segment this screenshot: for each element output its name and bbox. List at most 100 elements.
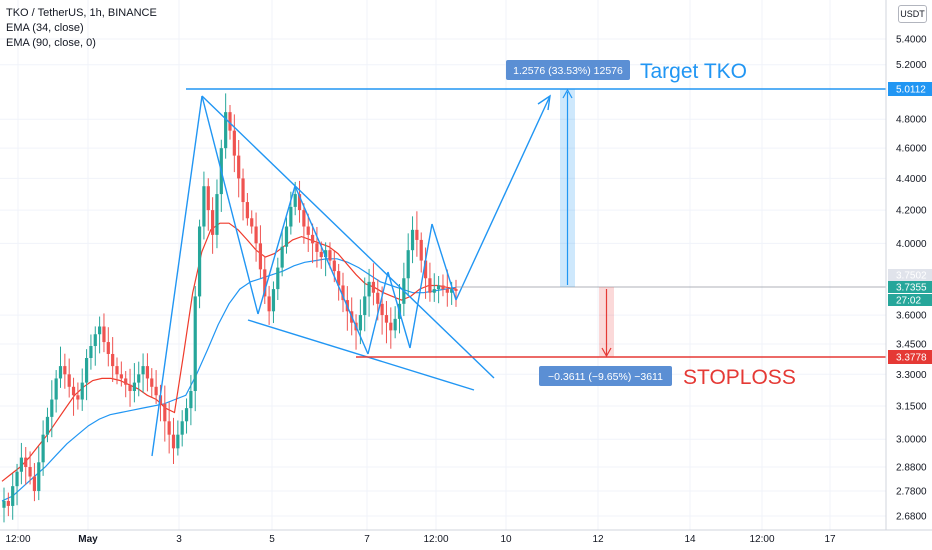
price-tick-label: 5.4000 [896, 35, 927, 46]
candle-body [76, 395, 80, 400]
symbol-title[interactable]: TKO / TetherUS, 1h, BINANCE [6, 7, 157, 19]
candle-body [341, 285, 345, 301]
ema-34-label[interactable]: EMA (34, close) [6, 22, 84, 34]
candle-body [315, 243, 319, 252]
candle-body [11, 486, 15, 506]
candle-body [32, 476, 37, 492]
trend-line[interactable] [455, 95, 551, 301]
time-axis[interactable]: 12:00 May 3 5 7 12:00 10 12 14 12:00 17 [0, 529, 932, 545]
candle-body [428, 278, 432, 293]
candle-body [58, 366, 63, 379]
candle-body [224, 112, 228, 149]
candle-body [389, 322, 393, 331]
ema-90-line-layer [1, 258, 457, 502]
price-axis[interactable]: 5.4000 5.2000 4.8000 4.6000 4.4000 4.2000 4.00… [885, 0, 932, 530]
candle-body [445, 289, 449, 293]
time-tick-label: May [78, 534, 98, 545]
stop-arrowhead [601, 347, 612, 358]
price-tick-label: 4.0000 [896, 239, 927, 250]
time-tick-label: 10 [500, 534, 512, 545]
candle-body [258, 243, 263, 270]
candle-body [41, 434, 45, 463]
candle-body [241, 178, 245, 203]
candle-body [232, 130, 236, 156]
candle-body [102, 326, 106, 343]
time-tick-label: 17 [824, 534, 836, 545]
candle-body [441, 285, 445, 290]
upper-price-tag [888, 269, 932, 281]
candle-body [393, 318, 397, 331]
candle-body [367, 281, 371, 297]
candle-body [293, 194, 297, 207]
target-arrowhead [562, 88, 573, 99]
target-price-tag-text: 5.0112 [896, 85, 926, 96]
stoploss-price-tag-text: 3.3778 [896, 353, 927, 364]
price-tick-label: 4.4000 [896, 174, 927, 185]
projection-arrowhead [537, 94, 551, 111]
candle-body [297, 194, 302, 211]
candle-body [371, 281, 376, 293]
target-measure-box [506, 60, 630, 80]
trend-line[interactable] [294, 185, 369, 355]
price-tick-label: 2.7800 [896, 487, 927, 498]
candle-body [250, 218, 254, 227]
candle-body [128, 384, 132, 392]
countdown-tag [888, 294, 932, 306]
time-tick-label: 7 [364, 534, 370, 545]
ema-90-label[interactable]: EMA (90, close, 0) [6, 37, 96, 49]
candle-body [211, 210, 215, 235]
candle-body [432, 289, 436, 293]
trend-line[interactable] [247, 319, 475, 391]
candle-body [215, 194, 219, 235]
candle-body [45, 416, 50, 435]
trend-line[interactable] [151, 95, 203, 457]
candle-body [406, 250, 410, 279]
candle-body [254, 226, 258, 244]
upper-price-tag-text: 3.7502 [896, 271, 927, 282]
candle-body [415, 229, 419, 240]
candle-body [2, 500, 6, 508]
candle-body [176, 434, 180, 449]
candle-body [245, 202, 249, 219]
candle-body [310, 234, 315, 244]
stop-measure-box [539, 366, 672, 386]
price-tick-label: 2.8800 [896, 462, 927, 473]
candles-layer [2, 93, 458, 523]
candle-body [93, 334, 97, 347]
trend-line[interactable] [431, 223, 457, 301]
price-tick-label: 5.2000 [896, 60, 927, 71]
trend-line[interactable] [367, 271, 389, 355]
time-tick-label: 14 [684, 534, 696, 545]
currency-unit-button[interactable]: USDT [898, 5, 927, 23]
trend-line[interactable] [257, 185, 296, 315]
trend-line[interactable] [387, 271, 411, 349]
trend-line[interactable] [201, 95, 495, 379]
candle-body [84, 357, 89, 383]
current-price-tag-text: 3.7355 [896, 283, 927, 294]
drawings-layer[interactable] [151, 88, 886, 457]
candle-body [197, 226, 202, 297]
target-measure-label: 1.2576 (33.53%) 12576 [513, 65, 623, 77]
candle-body [115, 366, 119, 375]
candle-body [189, 391, 193, 409]
chart-legend: TKO / TetherUS, 1h, BINANCE EMA (34, clo… [6, 6, 157, 51]
candle-body [263, 269, 267, 297]
trend-line[interactable] [409, 223, 433, 349]
candle-body [184, 408, 189, 422]
candle-body [276, 267, 280, 290]
candle-body [163, 403, 167, 422]
candle-body [154, 386, 158, 396]
candle-body [67, 374, 71, 387]
trend-line[interactable] [201, 95, 259, 315]
candle-body [80, 382, 84, 400]
price-tick-label: 2.6800 [896, 512, 927, 523]
candle-body [193, 296, 197, 392]
candle-body [358, 315, 362, 331]
candle-body [410, 229, 415, 251]
candle-body [271, 289, 276, 312]
candle-body [132, 382, 136, 392]
candle-body [37, 462, 41, 492]
price-tick-label: 3.3000 [896, 370, 927, 381]
